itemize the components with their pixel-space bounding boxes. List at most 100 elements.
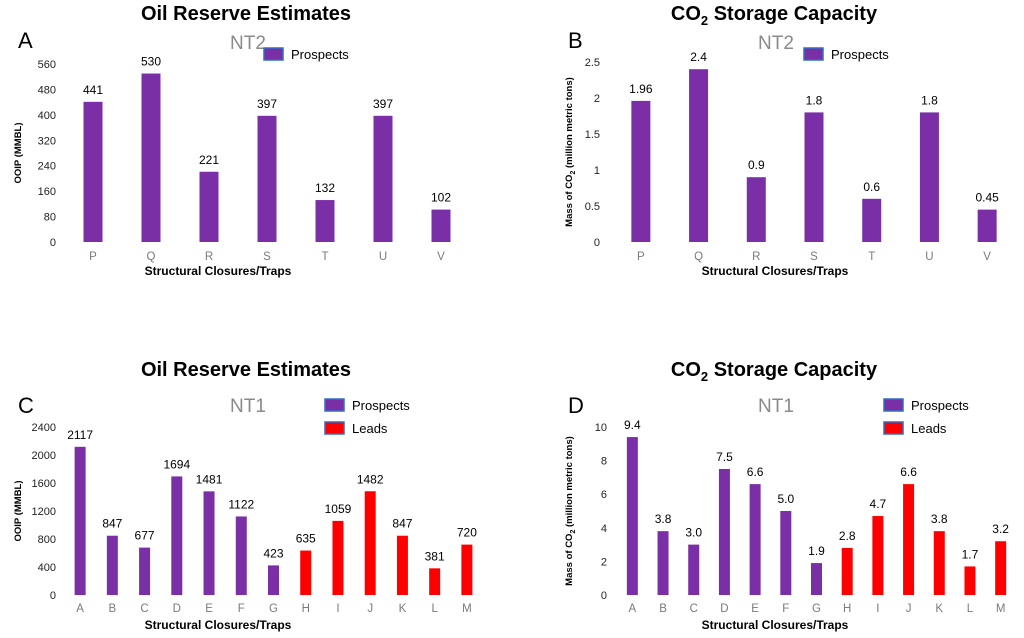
y-tick-label: 560 bbox=[38, 59, 56, 71]
data-label-r: 221 bbox=[199, 153, 219, 167]
chart-title: Oil Reserve Estimates bbox=[141, 3, 351, 25]
data-label-k: 3.8 bbox=[931, 512, 948, 526]
bar-u bbox=[373, 115, 393, 242]
legend-item-prospects: Prospects bbox=[263, 47, 349, 62]
legend-label: Leads bbox=[911, 421, 947, 436]
data-label-p: 441 bbox=[83, 83, 103, 97]
chart-subtitle: NT1 bbox=[758, 396, 794, 417]
y-tick-label: 800 bbox=[38, 534, 56, 546]
x-tick-label: Q bbox=[147, 251, 156, 263]
x-tick-label: H bbox=[843, 603, 851, 615]
x-tick-label: U bbox=[379, 251, 387, 263]
y-tick-label: 8 bbox=[601, 456, 607, 468]
bar-t bbox=[315, 200, 335, 242]
x-tick-label: D bbox=[720, 603, 728, 615]
data-label-q: 2.4 bbox=[690, 50, 707, 64]
x-tick-label: L bbox=[967, 603, 974, 615]
data-label-a: 2117 bbox=[67, 428, 93, 442]
data-label-f: 1122 bbox=[228, 497, 254, 511]
x-tick-label: J bbox=[906, 603, 912, 615]
panel-letter: B bbox=[568, 28, 583, 53]
bar-k bbox=[396, 535, 408, 595]
bar-p bbox=[83, 101, 103, 242]
chart-title: CO2 Storage Capacity bbox=[671, 359, 878, 384]
legend-label: Leads bbox=[352, 421, 388, 436]
data-label-f: 5.0 bbox=[777, 492, 794, 506]
x-tick-label: U bbox=[925, 251, 933, 263]
y-axis-label: OOIP (MMBL) bbox=[13, 122, 24, 183]
x-tick-label: T bbox=[321, 251, 328, 263]
y-tick-label: 1200 bbox=[32, 506, 56, 518]
chart-panel-a: Oil Reserve Estimates A NT2 Prospects 0 80 160… bbox=[13, 3, 451, 278]
data-label-g: 1.9 bbox=[808, 544, 825, 558]
x-tick-label: P bbox=[637, 251, 645, 263]
data-label-u: 397 bbox=[373, 97, 393, 111]
x-tick-label: B bbox=[109, 603, 117, 615]
y-tick-label: 80 bbox=[44, 212, 56, 224]
y-tick-label: 6 bbox=[601, 489, 607, 501]
chart-panel-d: CO2 Storage Capacity D NT1 Prospects Leads 0 2… bbox=[564, 359, 1009, 632]
bar-u bbox=[919, 112, 939, 243]
bar-m bbox=[461, 544, 473, 595]
data-label-c: 677 bbox=[135, 529, 155, 543]
x-tick-label: F bbox=[238, 603, 245, 615]
chart-panel-b: CO2 Storage Capacity B NT2 Prospects 0 0.5 1 1.… bbox=[564, 3, 999, 278]
legend-swatch bbox=[263, 47, 284, 61]
bar-a bbox=[626, 437, 638, 595]
x-tick-label: P bbox=[89, 251, 97, 263]
x-axis-label: Structural Closures/Traps bbox=[145, 264, 292, 278]
bar-f bbox=[780, 511, 792, 595]
bar-g bbox=[268, 565, 279, 595]
legend-swatch bbox=[324, 421, 345, 435]
bar-v bbox=[431, 209, 451, 242]
bar-j bbox=[903, 484, 915, 595]
data-label-b: 847 bbox=[102, 517, 122, 531]
data-label-m: 3.2 bbox=[992, 522, 1009, 536]
chart-subtitle: NT2 bbox=[758, 33, 794, 54]
x-tick-label: H bbox=[302, 603, 310, 615]
bar-j bbox=[364, 491, 376, 595]
bar-s bbox=[257, 115, 277, 242]
x-tick-label: D bbox=[173, 603, 181, 615]
legend-swatch bbox=[803, 47, 824, 61]
y-tick-label: 0 bbox=[594, 237, 600, 249]
y-axis-label: OOIP (MMBL) bbox=[13, 480, 24, 541]
y-tick-label: 0.5 bbox=[585, 201, 600, 213]
bar-r bbox=[199, 171, 219, 242]
bar-v bbox=[977, 209, 997, 242]
bar-h bbox=[841, 547, 853, 595]
x-tick-label: M bbox=[462, 603, 472, 615]
legend-label: Prospects bbox=[831, 47, 889, 62]
bar-k bbox=[933, 531, 945, 595]
y-tick-label: 2400 bbox=[32, 422, 56, 434]
chart-subtitle: NT2 bbox=[230, 33, 266, 54]
x-tick-label: T bbox=[868, 251, 875, 263]
bar-l bbox=[964, 566, 976, 595]
y-tick-label: 0 bbox=[50, 237, 56, 249]
data-label-t: 132 bbox=[315, 181, 335, 195]
y-tick-label: 1600 bbox=[32, 478, 56, 490]
x-tick-label: G bbox=[269, 603, 278, 615]
chart-subtitle: NT1 bbox=[230, 396, 266, 417]
legend-swatch bbox=[883, 398, 904, 412]
bar-r bbox=[746, 177, 766, 242]
legend-label: Prospects bbox=[352, 398, 410, 413]
chart-panel-c: Oil Reserve Estimates C NT1 Prospects Leads 0… bbox=[13, 359, 477, 632]
x-tick-label: Q bbox=[694, 251, 703, 263]
x-tick-label: M bbox=[996, 603, 1006, 615]
data-label-h: 2.8 bbox=[839, 529, 856, 543]
data-label-h: 635 bbox=[296, 532, 316, 546]
x-tick-label: A bbox=[629, 603, 637, 615]
legend-swatch bbox=[883, 421, 904, 435]
bar-b bbox=[106, 535, 118, 595]
legend-item-prospects: Prospects bbox=[883, 398, 969, 413]
data-label-b: 3.8 bbox=[655, 512, 672, 526]
y-tick-label: 320 bbox=[38, 135, 56, 147]
bar-a bbox=[74, 446, 86, 595]
bar-t bbox=[862, 198, 882, 242]
bar-c bbox=[139, 547, 151, 595]
x-tick-label: C bbox=[140, 603, 148, 615]
y-tick-label: 2.5 bbox=[585, 57, 600, 69]
bar-i bbox=[872, 516, 884, 595]
